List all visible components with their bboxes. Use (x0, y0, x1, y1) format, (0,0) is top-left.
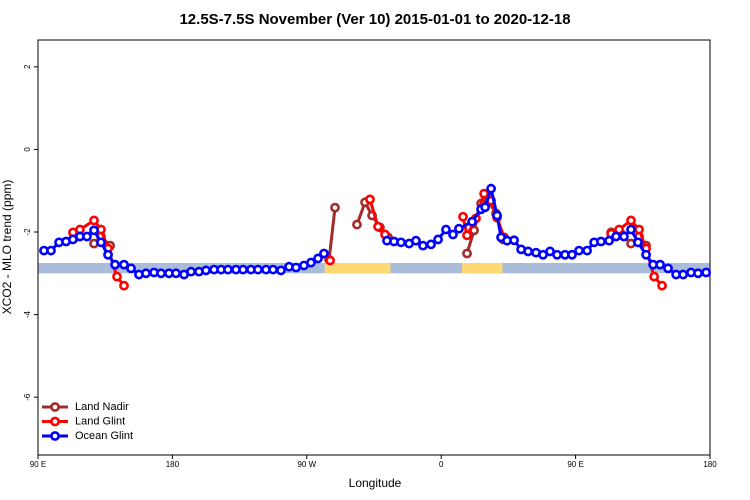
x-tick-label: 0 (439, 460, 444, 469)
legend-marker (50, 402, 60, 412)
data-point (373, 221, 383, 232)
data-point (641, 249, 651, 260)
legend-label: Ocean Glint (75, 430, 133, 442)
legend-marker (50, 431, 60, 441)
plot-frame (37, 39, 711, 456)
data-point (156, 268, 166, 279)
data-point (663, 263, 673, 274)
data-point (678, 269, 689, 280)
data-point (458, 211, 468, 222)
data-point (441, 224, 451, 235)
data-point (396, 237, 406, 248)
data-point (596, 236, 606, 247)
data-point (330, 202, 340, 213)
data-point (462, 248, 472, 259)
data-point (448, 229, 458, 240)
data-point (649, 271, 660, 282)
data-point (567, 249, 577, 260)
data-point (418, 240, 428, 251)
x-tick-label: 180 (166, 460, 180, 469)
chart-title: 12.5S-7.5S November (Ver 10) 2015-01-01 … (179, 11, 570, 28)
data-point (426, 239, 436, 250)
data-point (253, 264, 263, 275)
data-point (319, 248, 329, 259)
data-point (238, 264, 248, 275)
legend-label: Land Glint (75, 415, 125, 427)
data-point (509, 235, 519, 246)
data-point (89, 215, 99, 226)
data-point (126, 263, 136, 274)
x-axis-label: Longitude (349, 476, 402, 490)
x-tick-label: 180 (703, 460, 717, 469)
data-point (171, 268, 181, 279)
data-point (693, 268, 703, 279)
legend-marker (50, 416, 60, 427)
data-point (352, 219, 362, 230)
x-tick-label: 90 E (30, 460, 46, 469)
data-point (552, 249, 562, 260)
data-point (486, 183, 496, 194)
data-point (325, 255, 335, 266)
data-point (655, 259, 666, 270)
data-point (657, 280, 667, 291)
data-point (291, 262, 301, 273)
data-point (268, 264, 278, 275)
series-line (327, 207, 337, 260)
data-point (626, 215, 636, 226)
data-point (626, 224, 636, 235)
data-point (574, 245, 584, 256)
data-point (186, 266, 196, 277)
band-highlight (462, 262, 503, 274)
data-point (611, 231, 621, 242)
y-tick-label: 0 (23, 147, 32, 152)
data-point (119, 259, 129, 270)
data-point (479, 188, 489, 199)
x-tick-label: 90 W (297, 460, 316, 469)
data-point (433, 234, 443, 245)
band-highlight (324, 262, 391, 274)
y-tick-label: -4 (23, 311, 32, 319)
data-point (103, 249, 113, 260)
data-point (633, 237, 643, 248)
data-point (523, 246, 534, 257)
data-point (365, 194, 375, 205)
data-point (46, 245, 56, 256)
data-point (480, 202, 491, 213)
data-point (82, 231, 92, 242)
data-point (313, 253, 323, 264)
data-point (201, 265, 211, 276)
legend-label: Land Nadir (75, 401, 129, 413)
data-point (462, 230, 472, 241)
data-point (604, 235, 614, 246)
data-point (306, 257, 316, 268)
data-point (112, 271, 122, 282)
data-point (110, 259, 120, 270)
data-point (223, 264, 233, 275)
y-tick-label: -6 (23, 393, 32, 401)
data-point (701, 267, 712, 278)
data-point (96, 237, 106, 248)
data-point (467, 216, 478, 227)
data-point (582, 245, 592, 256)
y-tick-label: 2 (23, 64, 32, 69)
data-point (141, 268, 151, 279)
data-point (411, 235, 421, 246)
data-point (119, 280, 129, 291)
data-point (619, 231, 629, 242)
data-point (276, 265, 286, 276)
data-point (634, 224, 644, 235)
y-tick-label: -2 (23, 228, 32, 236)
data-point (89, 225, 99, 236)
data-point (492, 210, 502, 221)
y-axis-label: XCO2 - MLO trend (ppm) (0, 180, 14, 315)
data-point (454, 223, 464, 234)
x-tick-label: 90 E (567, 460, 583, 469)
